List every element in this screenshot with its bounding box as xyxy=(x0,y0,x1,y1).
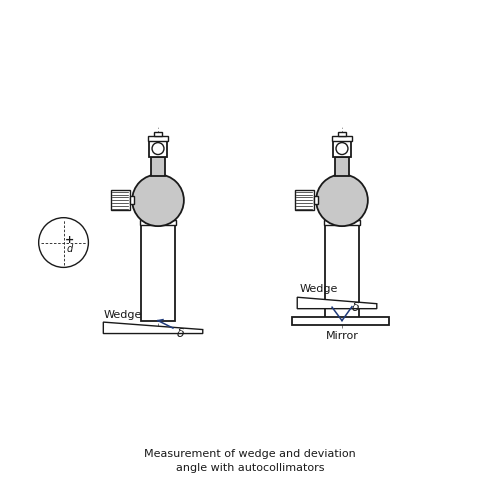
Circle shape xyxy=(132,174,184,226)
Bar xyxy=(111,190,130,210)
Text: δ: δ xyxy=(352,300,360,314)
Bar xyxy=(148,136,169,140)
Bar xyxy=(150,156,166,176)
Polygon shape xyxy=(104,322,203,334)
Circle shape xyxy=(316,174,368,226)
Bar xyxy=(295,190,314,210)
Bar xyxy=(332,136,352,140)
Circle shape xyxy=(152,142,164,154)
Bar xyxy=(334,156,349,176)
Bar xyxy=(130,196,134,204)
Circle shape xyxy=(336,142,348,154)
Text: δ: δ xyxy=(176,327,184,340)
Text: +: + xyxy=(65,235,74,245)
Bar xyxy=(338,132,346,136)
Polygon shape xyxy=(297,297,377,308)
Text: Measurement of wedge and deviation
angle with autocollimators: Measurement of wedge and deviation angle… xyxy=(144,450,356,473)
Bar xyxy=(140,220,176,226)
Text: Wedge: Wedge xyxy=(104,310,142,320)
Bar xyxy=(325,224,359,320)
Text: Wedge: Wedge xyxy=(300,284,338,294)
Bar xyxy=(149,140,167,156)
Circle shape xyxy=(38,218,88,268)
Bar xyxy=(333,140,351,156)
Bar xyxy=(292,316,389,324)
Text: Mirror: Mirror xyxy=(326,330,358,340)
Bar xyxy=(154,132,162,136)
Bar xyxy=(324,220,360,226)
Bar xyxy=(314,196,318,204)
Bar xyxy=(141,224,175,320)
Text: d: d xyxy=(67,244,73,254)
